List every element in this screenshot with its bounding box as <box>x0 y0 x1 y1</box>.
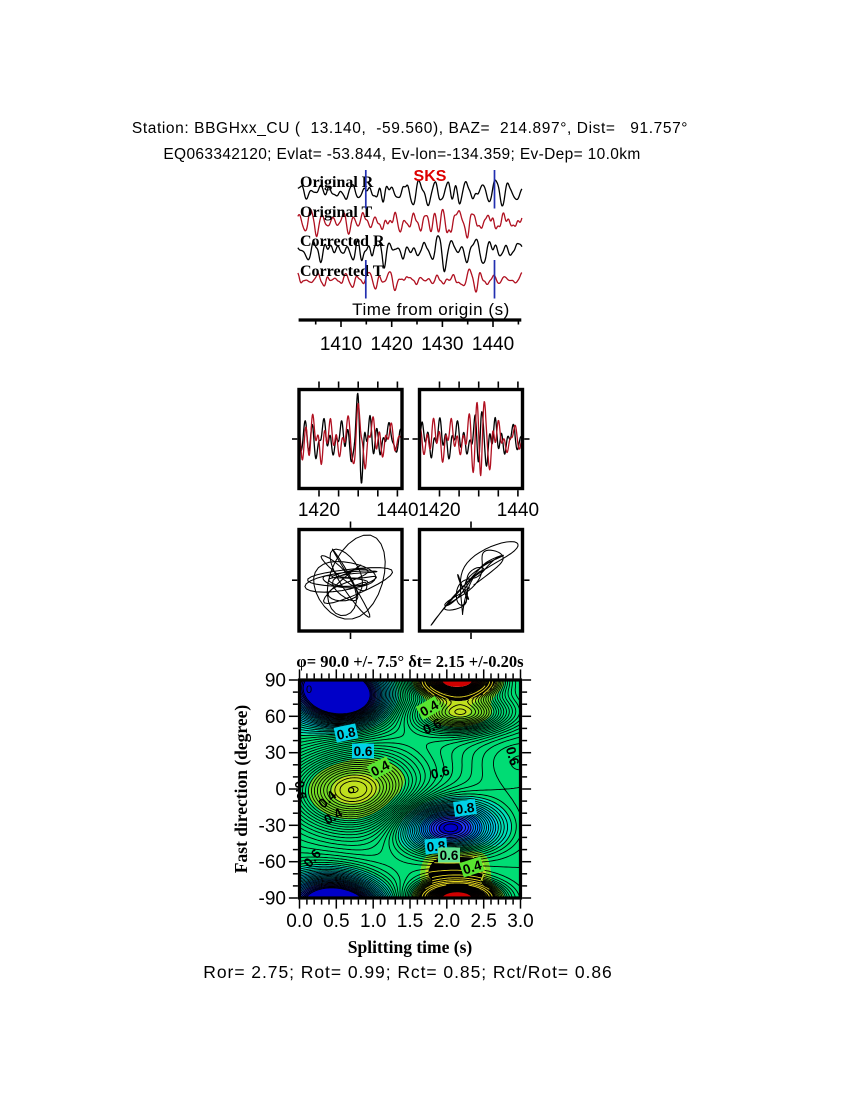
svg-text:1440: 1440 <box>376 500 418 521</box>
svg-text:1.5: 1.5 <box>397 911 423 932</box>
svg-text:1420: 1420 <box>371 334 413 355</box>
svg-text:0.6: 0.6 <box>429 763 451 782</box>
svg-text:3.0: 3.0 <box>507 911 533 932</box>
svg-text:0: 0 <box>275 780 286 801</box>
svg-text:Ror= 2.75; Rot= 0.99; Rct= 0.8: Ror= 2.75; Rot= 0.99; Rct= 0.85; Rct/Rot… <box>203 962 612 982</box>
svg-text:0.6: 0.6 <box>503 745 522 767</box>
svg-text:1440: 1440 <box>472 334 514 355</box>
svg-text:Splitting time (s): Splitting time (s) <box>348 937 473 957</box>
svg-text:0.8: 0.8 <box>335 724 357 743</box>
svg-text:-30: -30 <box>259 816 286 837</box>
svg-text:60: 60 <box>265 707 286 728</box>
svg-text:0.8: 0.8 <box>455 800 476 818</box>
svg-text:-60: -60 <box>259 852 286 873</box>
svg-text:2.5: 2.5 <box>470 911 496 932</box>
svg-text:0: 0 <box>306 684 312 696</box>
svg-text:0.6: 0.6 <box>354 744 373 759</box>
svg-text:1430: 1430 <box>421 334 463 355</box>
svg-text:0.0: 0.0 <box>286 911 312 932</box>
svg-text:Corrected R: Corrected R <box>300 233 385 250</box>
svg-text:1.0: 1.0 <box>360 911 386 932</box>
svg-text:EQ063342120; Evlat= -53.844, E: EQ063342120; Evlat= -53.844, Ev-lon=-134… <box>163 146 640 163</box>
svg-text:Fast direction (degree): Fast direction (degree) <box>231 705 251 874</box>
svg-text:Corrected T: Corrected T <box>300 263 384 280</box>
svg-text:1420: 1420 <box>418 500 460 521</box>
svg-text:φ= 90.0 +/- 7.5° δt= 2.15 +/-0: φ= 90.0 +/- 7.5° δt= 2.15 +/-0.20s <box>296 652 524 671</box>
svg-text:90: 90 <box>265 671 286 692</box>
svg-text:-90: -90 <box>259 889 286 910</box>
svg-text:Original T: Original T <box>300 204 372 221</box>
svg-text:Time from origin (s): Time from origin (s) <box>352 300 510 319</box>
svg-text:1440: 1440 <box>497 500 539 521</box>
svg-text:Original R: Original R <box>300 174 374 191</box>
svg-text:SKS: SKS <box>414 168 447 185</box>
svg-text:30: 30 <box>265 743 286 764</box>
svg-text:0.4: 0.4 <box>461 857 484 877</box>
svg-text:0.5: 0.5 <box>323 911 349 932</box>
svg-text:1410: 1410 <box>320 334 362 355</box>
svg-text:Station: BBGHxx_CU ( 13.140,: Station: BBGHxx_CU ( 13.140, -59.560), B… <box>132 120 688 137</box>
svg-text:1420: 1420 <box>298 500 340 521</box>
svg-text:0.6: 0.6 <box>440 848 459 863</box>
svg-text:2.0: 2.0 <box>434 911 460 932</box>
svg-text:0.6: 0.6 <box>291 780 309 802</box>
